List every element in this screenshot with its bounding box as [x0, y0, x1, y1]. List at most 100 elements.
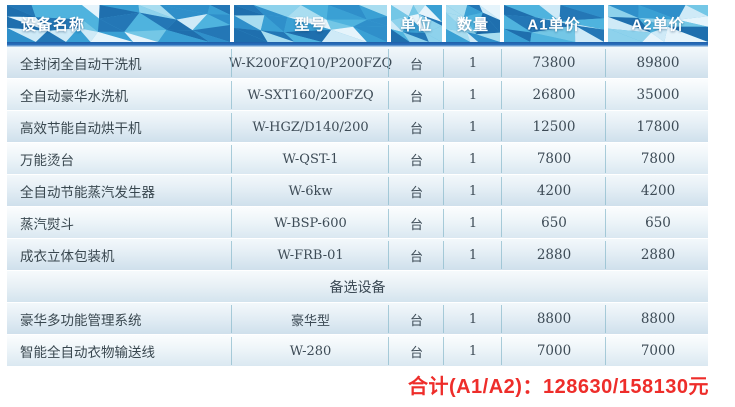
column-header-label-p1: A1单价: [527, 16, 581, 33]
column-header-label-name: 设备名称: [21, 16, 86, 33]
column-divider: [605, 337, 606, 365]
column-header-p2[interactable]: A2单价: [608, 5, 708, 42]
cell-p2: 35000: [636, 87, 680, 103]
column-divider: [501, 337, 502, 365]
column-header-name[interactable]: 设备名称: [7, 5, 230, 42]
cell-qty: 1: [468, 343, 478, 359]
equipment-price-table: 设备名称 型号 单位 数量 A1单价 A2单价 全封闭全自动干洗机 W-K200FZQ10/…: [7, 5, 708, 367]
cell-p1: 2880: [536, 247, 572, 263]
cell-model: W-K200FZQ10/P200FZQ: [228, 55, 393, 71]
cell-p2: 650: [645, 215, 671, 231]
column-divider: [231, 81, 232, 109]
cell-p1: 73800: [532, 55, 576, 71]
table-row[interactable]: 豪华多功能管理系统 豪华型 台 1 8800 8800: [7, 303, 708, 335]
column-divider: [388, 81, 389, 109]
cell-name: 全自动节能蒸汽发生器: [20, 185, 155, 201]
cell-unit: 台: [409, 57, 423, 73]
column-divider: [501, 177, 502, 205]
column-divider: [605, 209, 606, 237]
cell-unit: 台: [409, 153, 423, 169]
cell-p2: 4200: [640, 183, 676, 199]
table-row[interactable]: 成衣立体包装机 W-FRB-01 台 1 2880 2880: [7, 239, 708, 271]
cell-unit: 台: [409, 249, 423, 265]
column-header-label-model: 型号: [294, 16, 327, 33]
column-header-label-p2: A2单价: [631, 16, 685, 33]
column-divider: [605, 305, 606, 333]
column-divider: [388, 49, 389, 77]
column-divider: [501, 49, 502, 77]
table-row[interactable]: 全自动节能蒸汽发生器 W-6kw 台 1 4200 4200: [7, 175, 708, 207]
cell-qty: 1: [468, 183, 478, 199]
column-divider: [443, 305, 444, 333]
cell-unit: 台: [409, 121, 423, 137]
total-amount-label: 合计(A1/A2)：128630/158130元: [407, 376, 709, 398]
cell-name: 蒸汽熨斗: [20, 217, 74, 233]
table-row[interactable]: 蒸汽熨斗 W-BSP-600 台 1 650 650: [7, 207, 708, 239]
column-divider: [388, 113, 389, 141]
cell-p2: 17800: [636, 119, 680, 135]
cell-qty: 1: [468, 247, 478, 263]
column-divider: [443, 177, 444, 205]
cell-name: 智能全自动衣物输送线: [20, 345, 155, 361]
column-divider: [231, 145, 232, 173]
cell-name: 万能烫台: [20, 153, 74, 169]
column-divider: [605, 145, 606, 173]
table-row[interactable]: 智能全自动衣物输送线 W-280 台 1 7000 7000: [7, 335, 708, 367]
cell-model: W-FRB-01: [277, 247, 344, 263]
column-divider: [605, 81, 606, 109]
column-divider: [443, 81, 444, 109]
column-divider: [501, 209, 502, 237]
cell-p1: 26800: [532, 87, 576, 103]
column-divider: [231, 177, 232, 205]
cell-model: W-280: [289, 343, 332, 359]
column-divider: [443, 145, 444, 173]
column-divider: [605, 177, 606, 205]
cell-p1: 7000: [536, 343, 572, 359]
cell-p2: 8800: [640, 311, 676, 327]
cell-model: W-SXT160/200FZQ: [247, 87, 374, 103]
cell-qty: 1: [468, 55, 478, 71]
column-divider: [443, 241, 444, 269]
cell-p1: 4200: [536, 183, 572, 199]
column-divider: [388, 241, 389, 269]
cell-name: 豪华多功能管理系统: [20, 313, 142, 329]
cell-p1: 8800: [536, 311, 572, 327]
cell-p2: 7000: [640, 343, 676, 359]
cell-model: 豪华型: [290, 313, 330, 329]
cell-model: W-QST-1: [282, 151, 339, 167]
cell-qty: 1: [468, 151, 478, 167]
cell-name: 高效节能自动烘干机: [20, 121, 142, 137]
cell-unit: 台: [409, 345, 423, 361]
table-row[interactable]: 全封闭全自动干洗机 W-K200FZQ10/P200FZQ 台 1 73800 89800: [7, 47, 708, 79]
table-row[interactable]: 高效节能自动烘干机 W-HGZ/D140/200 台 1 12500 17800: [7, 111, 708, 143]
column-divider: [443, 49, 444, 77]
column-divider: [231, 49, 232, 77]
column-header-label-unit: 单位: [400, 16, 433, 33]
column-divider: [501, 113, 502, 141]
column-divider: [605, 49, 606, 77]
column-divider: [231, 209, 232, 237]
table-separator-row[interactable]: 备选设备: [7, 271, 708, 303]
column-header-qty[interactable]: 数量: [446, 5, 500, 42]
cell-qty: 1: [468, 119, 478, 135]
cell-unit: 台: [409, 313, 423, 329]
table-body: 全封闭全自动干洗机 W-K200FZQ10/P200FZQ 台 1 73800 89800…: [7, 47, 708, 367]
column-divider: [231, 305, 232, 333]
column-header-model[interactable]: 型号: [234, 5, 387, 42]
table-row[interactable]: 全自动豪华水洗机 W-SXT160/200FZQ 台 1 26800 35000: [7, 79, 708, 111]
column-header-unit[interactable]: 单位: [391, 5, 442, 42]
table-row[interactable]: 万能烫台 W-QST-1 台 1 7800 7800: [7, 143, 708, 175]
column-divider: [501, 145, 502, 173]
cell-unit: 台: [409, 185, 423, 201]
column-header-label-qty: 数量: [456, 16, 489, 33]
cell-p2: 7800: [640, 151, 676, 167]
cell-p2: 2880: [640, 247, 676, 263]
column-divider: [443, 209, 444, 237]
column-header-p1[interactable]: A1单价: [504, 5, 604, 42]
cell-p2: 89800: [636, 55, 680, 71]
cell-p1: 12500: [532, 119, 576, 135]
cell-name: 全封闭全自动干洗机: [20, 57, 142, 73]
cell-qty: 1: [468, 87, 478, 103]
column-divider: [605, 241, 606, 269]
column-divider: [388, 177, 389, 205]
